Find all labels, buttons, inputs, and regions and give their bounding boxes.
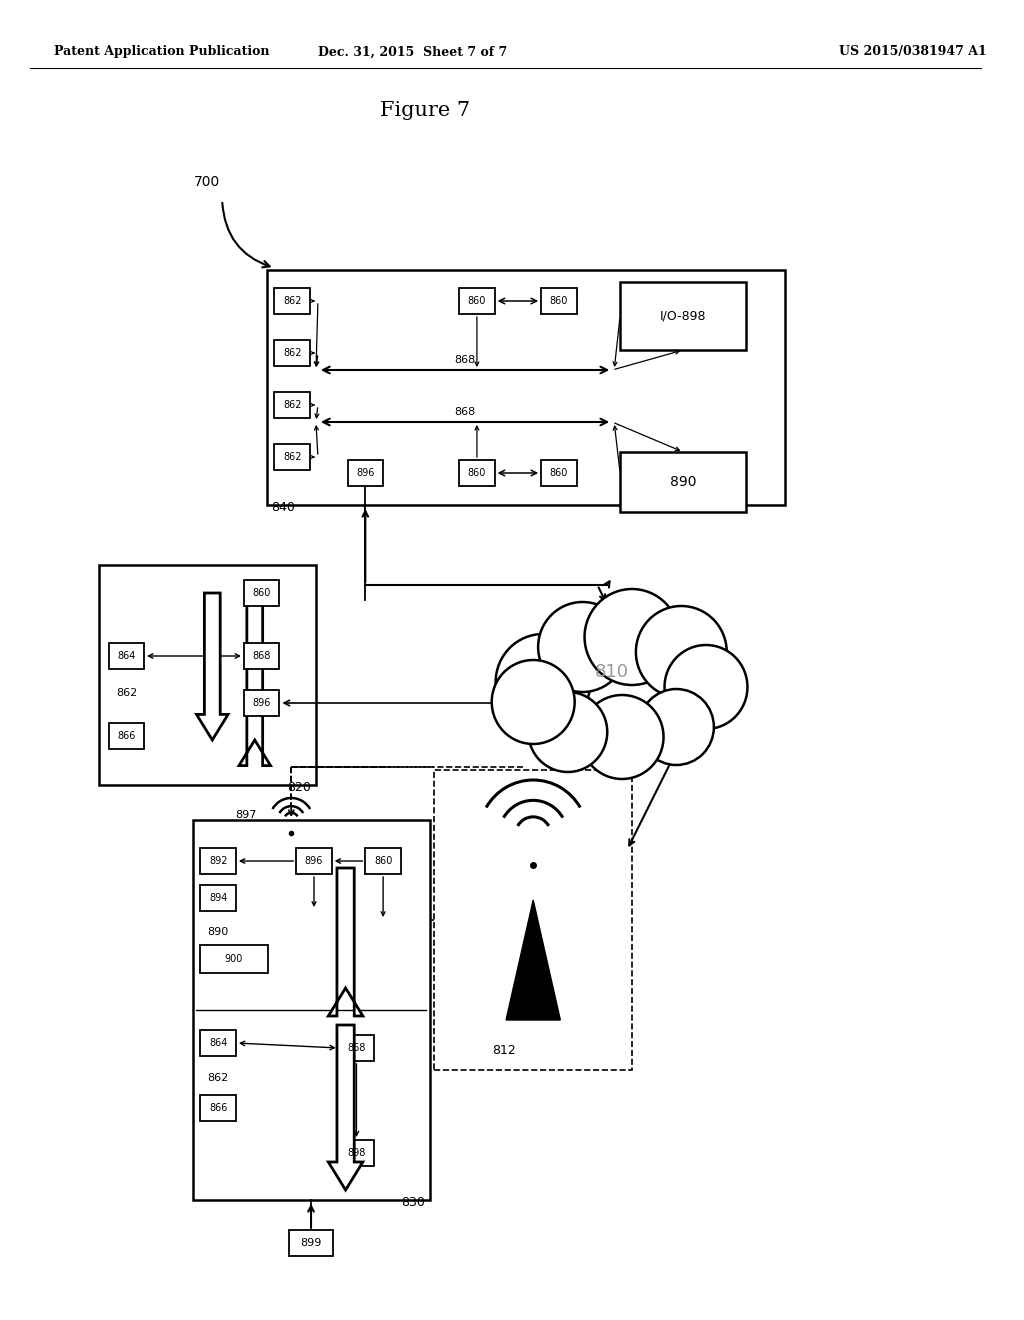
Bar bbox=[347, 459, 383, 486]
Bar bbox=[621, 451, 746, 512]
Bar bbox=[244, 690, 280, 715]
Bar bbox=[541, 459, 577, 486]
Bar bbox=[274, 392, 310, 418]
Text: I/O-898: I/O-898 bbox=[660, 309, 707, 322]
Bar bbox=[621, 282, 746, 350]
Bar bbox=[459, 459, 495, 486]
Circle shape bbox=[539, 602, 627, 692]
Text: 700: 700 bbox=[195, 176, 220, 189]
Bar bbox=[201, 1096, 236, 1121]
Ellipse shape bbox=[499, 602, 726, 742]
Text: 866: 866 bbox=[209, 1104, 227, 1113]
Text: 862: 862 bbox=[208, 1073, 228, 1082]
Bar bbox=[459, 288, 495, 314]
Bar bbox=[274, 288, 310, 314]
Text: 897: 897 bbox=[236, 810, 257, 820]
Text: 860: 860 bbox=[374, 855, 392, 866]
Text: 896: 896 bbox=[305, 855, 324, 866]
Text: 820: 820 bbox=[287, 781, 311, 795]
Circle shape bbox=[585, 589, 679, 685]
Text: 890: 890 bbox=[208, 927, 228, 937]
Text: Patent Application Publication: Patent Application Publication bbox=[54, 45, 269, 58]
Bar bbox=[339, 1140, 374, 1166]
Bar bbox=[339, 1035, 374, 1061]
Text: 862: 862 bbox=[283, 451, 301, 462]
Text: 862: 862 bbox=[283, 296, 301, 306]
Text: 812: 812 bbox=[492, 1044, 515, 1056]
Text: Dec. 31, 2015  Sheet 7 of 7: Dec. 31, 2015 Sheet 7 of 7 bbox=[318, 45, 507, 58]
Text: 860: 860 bbox=[253, 587, 271, 598]
Text: 894: 894 bbox=[209, 894, 227, 903]
Polygon shape bbox=[239, 593, 270, 766]
Text: 864: 864 bbox=[209, 1038, 227, 1048]
Bar bbox=[201, 884, 236, 911]
Bar bbox=[193, 820, 429, 1200]
Bar bbox=[98, 565, 316, 785]
Bar bbox=[274, 341, 310, 366]
Polygon shape bbox=[506, 900, 560, 1020]
Bar bbox=[201, 1030, 236, 1056]
Text: 868: 868 bbox=[455, 407, 476, 417]
Text: 840: 840 bbox=[271, 502, 295, 513]
Text: 896: 896 bbox=[253, 698, 271, 708]
Text: 890: 890 bbox=[670, 475, 696, 488]
Bar bbox=[266, 271, 785, 506]
Circle shape bbox=[665, 645, 748, 729]
Bar bbox=[541, 288, 577, 314]
Text: 896: 896 bbox=[356, 469, 375, 478]
Text: 862: 862 bbox=[283, 348, 301, 358]
Text: US 2015/0381947 A1: US 2015/0381947 A1 bbox=[840, 45, 987, 58]
Text: 868: 868 bbox=[455, 355, 476, 366]
Text: Figure 7: Figure 7 bbox=[380, 100, 470, 120]
Bar bbox=[366, 847, 400, 874]
Polygon shape bbox=[197, 593, 228, 741]
Bar bbox=[274, 444, 310, 470]
Polygon shape bbox=[329, 1026, 362, 1191]
Circle shape bbox=[581, 696, 664, 779]
Bar bbox=[244, 579, 280, 606]
Text: 898: 898 bbox=[347, 1148, 366, 1158]
Polygon shape bbox=[329, 869, 362, 1016]
Text: 899: 899 bbox=[300, 1238, 322, 1247]
Text: 860: 860 bbox=[550, 469, 568, 478]
Bar bbox=[109, 643, 144, 669]
Text: 830: 830 bbox=[400, 1196, 425, 1209]
Text: 860: 860 bbox=[550, 296, 568, 306]
Text: 892: 892 bbox=[209, 855, 227, 866]
Bar bbox=[296, 847, 332, 874]
Text: 868: 868 bbox=[347, 1043, 366, 1053]
Circle shape bbox=[636, 606, 727, 698]
Text: 900: 900 bbox=[225, 954, 244, 964]
Text: 860: 860 bbox=[468, 469, 486, 478]
Bar bbox=[109, 723, 144, 748]
Circle shape bbox=[528, 692, 607, 772]
Bar bbox=[434, 770, 632, 1071]
Text: 864: 864 bbox=[117, 651, 135, 661]
Text: 860: 860 bbox=[468, 296, 486, 306]
Circle shape bbox=[639, 689, 714, 766]
Circle shape bbox=[496, 634, 591, 730]
Bar bbox=[201, 945, 267, 973]
Text: 866: 866 bbox=[117, 731, 135, 741]
Bar bbox=[201, 847, 236, 874]
Bar bbox=[244, 643, 280, 669]
Text: 862: 862 bbox=[283, 400, 301, 411]
Text: 810: 810 bbox=[595, 663, 629, 681]
Circle shape bbox=[492, 660, 574, 744]
Text: 868: 868 bbox=[253, 651, 271, 661]
Bar bbox=[290, 1230, 333, 1257]
Text: 862: 862 bbox=[116, 688, 137, 698]
